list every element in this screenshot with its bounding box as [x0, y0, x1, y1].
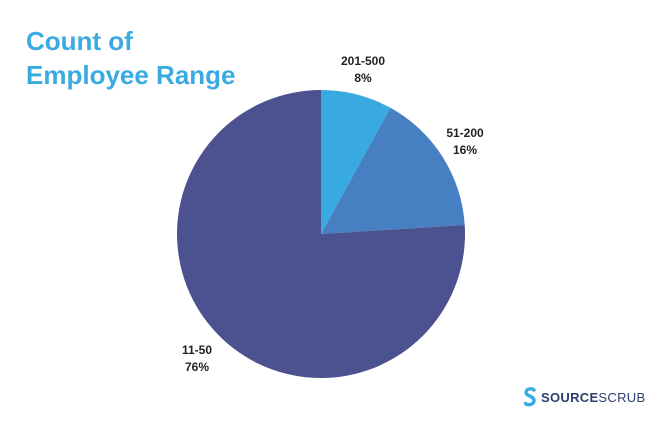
sourcescrub-logo-icon — [523, 387, 536, 407]
pie-slice-201-500 — [321, 90, 391, 234]
slice-label-11-50: 11-50 — [182, 343, 212, 357]
brand-logo: SOURCESCRUB — [523, 387, 645, 407]
brand-name-bold: SOURCE — [541, 389, 599, 405]
slice-value-label-201-500: 8% — [354, 71, 372, 85]
chart-title-line-2: Employee Range — [26, 60, 236, 90]
pie-slice-51-200 — [321, 107, 465, 234]
slice-label-51-200: 51-200 — [446, 126, 484, 140]
pie-slice-11-50 — [177, 90, 466, 378]
slice-value-label-11-50: 76% — [185, 360, 209, 374]
slice-value-label-51-200: 16% — [453, 143, 477, 157]
brand-name: SOURCESCRUB — [541, 390, 645, 405]
chart-title: Count of Employee Range — [26, 24, 236, 92]
slice-label-201-500: 201-500 — [341, 54, 385, 68]
brand-name-light: SCRUB — [598, 389, 646, 405]
chart-title-line-1: Count of — [26, 26, 133, 56]
